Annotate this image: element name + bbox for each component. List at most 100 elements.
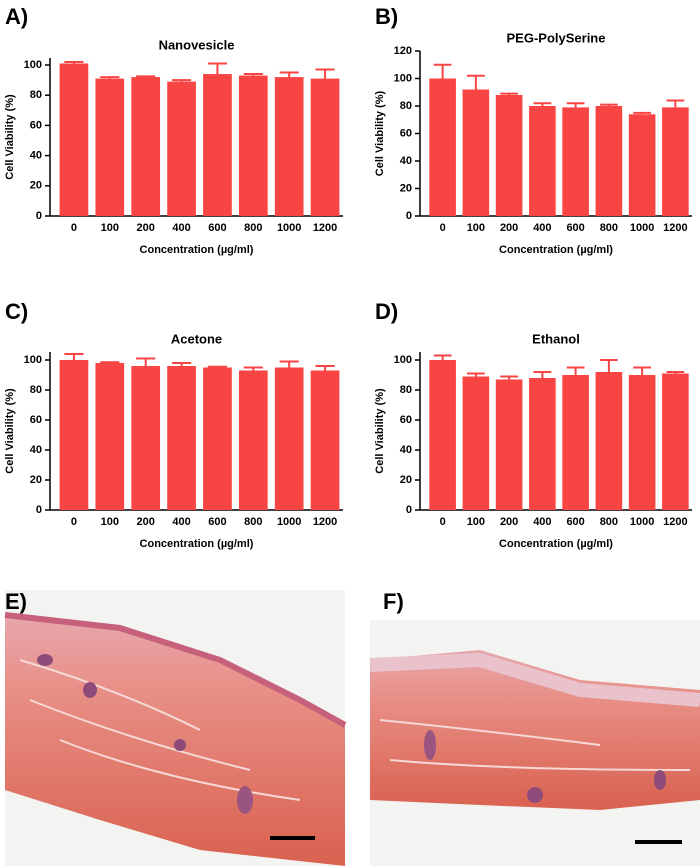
x-tick-label: 100 — [101, 516, 119, 528]
bar — [274, 77, 304, 216]
y-tick-label: 0 — [36, 210, 42, 222]
x-tick-label: 800 — [244, 222, 262, 234]
y-axis-label: Cell Viability (%) — [4, 94, 16, 180]
x-tick-label: 1000 — [277, 222, 301, 234]
bar — [529, 378, 556, 510]
panel-label: F) — [383, 589, 404, 614]
bar — [238, 75, 268, 216]
bar — [562, 107, 589, 216]
bar — [562, 375, 589, 510]
bar — [59, 63, 89, 216]
y-axis-label: Cell Viability (%) — [374, 90, 386, 176]
y-tick-label: 80 — [30, 89, 42, 101]
x-tick-label: 400 — [533, 516, 551, 528]
bar — [628, 114, 656, 216]
y-tick-label: 0 — [406, 210, 412, 222]
x-axis-label: Concentration (µg/ml) — [499, 244, 613, 256]
x-tick-label: 1200 — [313, 516, 337, 528]
x-tick-label: 800 — [244, 516, 262, 528]
x-tick-label: 100 — [467, 222, 485, 234]
x-tick-label: 1200 — [663, 222, 687, 234]
bar — [529, 106, 556, 216]
chart-title: Ethanol — [532, 331, 580, 346]
y-tick-label: 0 — [36, 504, 42, 516]
x-tick-label: 1200 — [313, 222, 337, 234]
y-tick-label: 100 — [394, 72, 412, 84]
bar — [131, 366, 161, 510]
bar — [662, 107, 689, 216]
x-tick-label: 600 — [208, 222, 226, 234]
x-tick-label: 200 — [500, 516, 518, 528]
y-axis-label: Cell Viability (%) — [4, 388, 16, 474]
x-tick-label: 100 — [101, 222, 119, 234]
x-tick-label: 400 — [172, 222, 190, 234]
bar — [274, 367, 304, 510]
bar — [462, 376, 490, 510]
x-tick-label: 1200 — [663, 516, 687, 528]
y-tick-label: 100 — [24, 59, 42, 71]
y-tick-label: 100 — [394, 354, 412, 366]
bar — [238, 370, 268, 510]
y-tick-label: 40 — [30, 150, 42, 162]
x-axis-label: Concentration (µg/ml) — [499, 538, 613, 550]
y-tick-label: 100 — [24, 354, 42, 366]
x-tick-label: 800 — [600, 222, 618, 234]
panel-label: B) — [375, 4, 398, 29]
x-tick-label: 0 — [71, 222, 77, 234]
x-tick-label: 100 — [467, 516, 485, 528]
bar — [310, 78, 340, 216]
bar — [203, 367, 232, 510]
bar — [95, 78, 125, 216]
x-axis-label: Concentration (µg/ml) — [140, 538, 254, 550]
x-tick-label: 600 — [566, 222, 584, 234]
panel-label: D) — [375, 299, 398, 324]
x-tick-label: 1000 — [630, 222, 654, 234]
bar — [495, 379, 523, 510]
bar — [495, 95, 523, 216]
x-tick-label: 600 — [208, 516, 226, 528]
x-tick-label: 600 — [566, 516, 584, 528]
bar — [167, 81, 196, 216]
bar — [462, 89, 490, 216]
y-tick-label: 20 — [400, 182, 412, 194]
histology-image — [4, 590, 347, 866]
x-tick-label: 1000 — [277, 516, 301, 528]
bar — [429, 78, 456, 216]
x-tick-label: 400 — [533, 222, 551, 234]
y-tick-label: 20 — [30, 474, 42, 486]
y-tick-label: 60 — [30, 414, 42, 426]
y-tick-label: 40 — [30, 444, 42, 456]
y-tick-label: 60 — [400, 414, 412, 426]
bar — [429, 360, 456, 510]
bar — [167, 366, 196, 510]
x-tick-label: 200 — [137, 516, 155, 528]
bar — [662, 373, 689, 510]
bar — [310, 370, 340, 510]
x-tick-label: 400 — [172, 516, 190, 528]
panel-label: A) — [5, 4, 28, 29]
bar — [203, 74, 232, 216]
chart-title: PEG-PolySerine — [507, 30, 606, 45]
x-tick-label: 200 — [500, 222, 518, 234]
chart-title: Acetone — [171, 331, 222, 346]
bar — [59, 360, 89, 510]
y-tick-label: 60 — [30, 119, 42, 131]
bar — [595, 106, 623, 216]
y-tick-label: 40 — [400, 444, 412, 456]
y-tick-label: 40 — [400, 155, 412, 167]
y-tick-label: 80 — [30, 384, 42, 396]
y-tick-label: 80 — [400, 100, 412, 112]
bar — [95, 363, 125, 510]
y-tick-label: 20 — [400, 474, 412, 486]
y-tick-label: 60 — [400, 127, 412, 139]
bar — [628, 375, 656, 510]
y-tick-label: 80 — [400, 384, 412, 396]
histology-image — [369, 620, 700, 866]
y-axis-label: Cell Viability (%) — [374, 388, 386, 474]
x-tick-label: 0 — [71, 516, 77, 528]
chart-title: Nanovesicle — [159, 37, 235, 52]
x-tick-label: 0 — [440, 516, 446, 528]
x-tick-label: 200 — [137, 222, 155, 234]
y-tick-label: 0 — [406, 504, 412, 516]
